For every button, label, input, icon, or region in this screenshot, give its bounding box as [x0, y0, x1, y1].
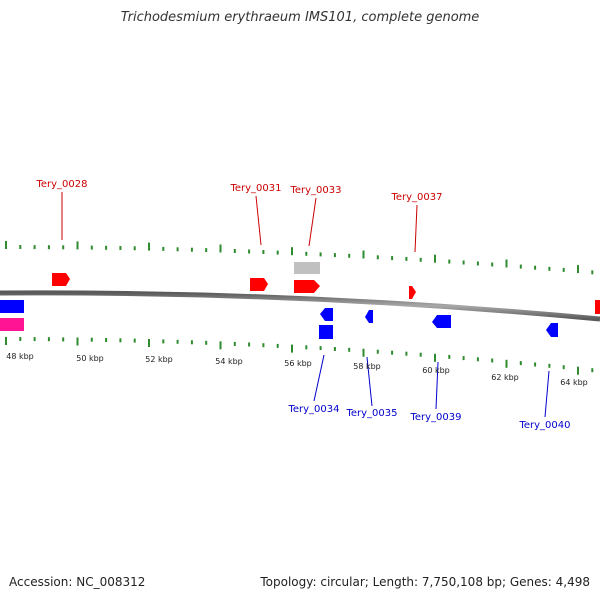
callout-tery-0037 [414, 204, 418, 253]
bottom-tick-row [5, 337, 594, 375]
gene-tery-0034b[interactable] [319, 325, 333, 339]
label-tery-0040[interactable]: Tery_0040 [518, 420, 570, 431]
label-tery-0037[interactable]: Tery_0037 [390, 192, 442, 203]
gene-tery-0031[interactable] [250, 278, 268, 291]
top-tick-row [5, 241, 594, 275]
label-tery-0031[interactable]: Tery_0031 [229, 183, 281, 194]
label-tery-0034[interactable]: Tery_0034 [287, 404, 339, 415]
callout-tery-0039 [435, 361, 439, 410]
label-tery-0035[interactable]: Tery_0035 [345, 408, 397, 419]
kbp-scale-labels: 48 kbp 50 kbp 52 kbp 54 kbp 56 kbp 58 kb… [6, 352, 588, 387]
kbp-label-48: 48 kbp [6, 352, 34, 361]
label-tery-0033[interactable]: Tery_0033 [289, 185, 341, 196]
kbp-label-60: 60 kbp [422, 366, 450, 375]
genome-title: Trichodesmium erythraeum IMS101, complet… [120, 10, 480, 25]
kbp-label-62: 62 kbp [491, 373, 519, 382]
rna-feature-left[interactable] [0, 318, 24, 331]
callout-tery-0034 [313, 354, 325, 402]
gene-edge-left[interactable] [0, 300, 24, 313]
callout-lines [61, 192, 550, 418]
gene-edge-right[interactable] [595, 300, 600, 314]
callout-tery-0035 [366, 356, 373, 407]
forward-gene-labels: Tery_0028 Tery_0031 Tery_0033 Tery_0037 [35, 179, 442, 203]
accession-text: Accession: NC_008312 [9, 575, 146, 589]
gene-tery-0028[interactable] [52, 273, 70, 286]
gene-tery-0039[interactable] [432, 315, 451, 328]
reverse-gene-labels: Tery_0034 Tery_0035 Tery_0039 Tery_0040 [287, 404, 570, 431]
kbp-label-50: 50 kbp [76, 354, 104, 363]
gene-tery-0037[interactable] [409, 286, 416, 299]
gene-tery-0033[interactable] [294, 280, 320, 293]
reverse-strand-features [0, 300, 558, 339]
gene-tery-0035[interactable] [365, 310, 373, 323]
kbp-label-52: 52 kbp [145, 355, 173, 364]
label-tery-0028[interactable]: Tery_0028 [35, 179, 87, 190]
label-tery-0039[interactable]: Tery_0039 [409, 412, 461, 423]
callout-tery-0040 [544, 370, 550, 418]
genome-backbone [0, 290, 600, 322]
genome-summary-text: Topology: circular; Length: 7,750,108 bp… [260, 575, 590, 589]
forward-strand-features [52, 262, 600, 314]
gene-tery-0040[interactable] [546, 323, 558, 337]
kbp-label-54: 54 kbp [215, 357, 243, 366]
kbp-label-56: 56 kbp [284, 359, 312, 368]
kbp-label-64: 64 kbp [560, 378, 588, 387]
gene-tery-0034a[interactable] [320, 308, 333, 321]
kbp-label-58: 58 kbp [353, 362, 381, 371]
feature-gray[interactable] [294, 262, 320, 274]
callout-tery-0033 [308, 197, 317, 247]
callout-tery-0031 [255, 195, 262, 246]
